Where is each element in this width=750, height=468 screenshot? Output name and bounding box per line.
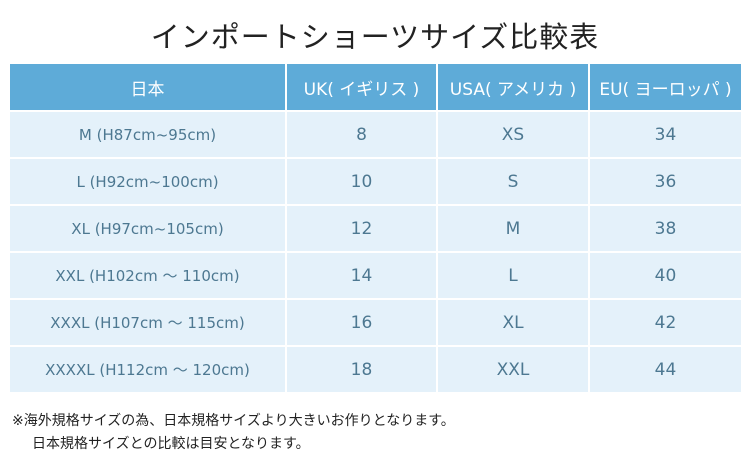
table-cell: 14 xyxy=(285,251,438,300)
table-cell: 12 xyxy=(285,204,438,253)
note: ※海外規格サイズの為、日本規格サイズより大きいお作りとなります。 xyxy=(12,413,455,429)
table-cell: S xyxy=(436,157,590,206)
table-cell: XXL xyxy=(436,345,590,394)
table-cell: 18 xyxy=(285,345,438,394)
table-cell: 40 xyxy=(588,251,743,300)
note: 日本規格サイズとの比較は目安となります。 xyxy=(32,436,310,452)
size-table: 日本 UK( イギリス ) USA( アメリカ ) EU( ヨーロッパ ) M (H8… xyxy=(8,62,743,394)
table-cell: L (H92cm~100cm) xyxy=(8,157,287,206)
table-cell: XXXXL (H112cm 〜 120cm) xyxy=(8,345,287,394)
table-row: L (H92cm~100cm) 10 S 36 xyxy=(8,157,743,206)
table-cell: 34 xyxy=(588,110,743,159)
table-body: M (H87cm~95cm) 8 XS 34 L (H92cm~100cm) 10 S 36 X… xyxy=(8,110,743,394)
title: インポートショーツサイズ比較表 xyxy=(150,20,600,54)
table-cell: M (H87cm~95cm) xyxy=(8,110,287,159)
table-cell: 42 xyxy=(588,298,743,347)
table-row: XXXXL (H112cm 〜 120cm) 18 XXL 44 xyxy=(8,345,743,394)
table-row: XXL (H102cm 〜 110cm) 14 L 40 xyxy=(8,251,743,300)
table-cell: 38 xyxy=(588,204,743,253)
table-cell: M xyxy=(436,204,590,253)
table-cell: 16 xyxy=(285,298,438,347)
table-row: XXXL (H107cm 〜 115cm) 16 XL 42 xyxy=(8,298,743,347)
table-cell: XL xyxy=(436,298,590,347)
table-cell: XL (H97cm~105cm) xyxy=(8,204,287,253)
column-header: UK( イギリス ) xyxy=(285,62,438,112)
table-cell: 36 xyxy=(588,157,743,206)
table-cell: 10 xyxy=(285,157,438,206)
table-row: XL (H97cm~105cm) 12 M 38 xyxy=(8,204,743,253)
table-cell: XXXL (H107cm 〜 115cm) xyxy=(8,298,287,347)
table-cell: L xyxy=(436,251,590,300)
header-row: 日本 UK( イギリス ) USA( アメリカ ) EU( ヨーロッパ ) xyxy=(8,62,743,112)
table-cell: XXL (H102cm 〜 110cm) xyxy=(8,251,287,300)
column-header: USA( アメリカ ) xyxy=(436,62,590,112)
column-header: 日本 xyxy=(8,62,287,112)
table-cell: 44 xyxy=(588,345,743,394)
table-cell: 8 xyxy=(285,110,438,159)
table-row: M (H87cm~95cm) 8 XS 34 xyxy=(8,110,743,159)
table-cell: XS xyxy=(436,110,590,159)
column-header: EU( ヨーロッパ ) xyxy=(588,62,743,112)
